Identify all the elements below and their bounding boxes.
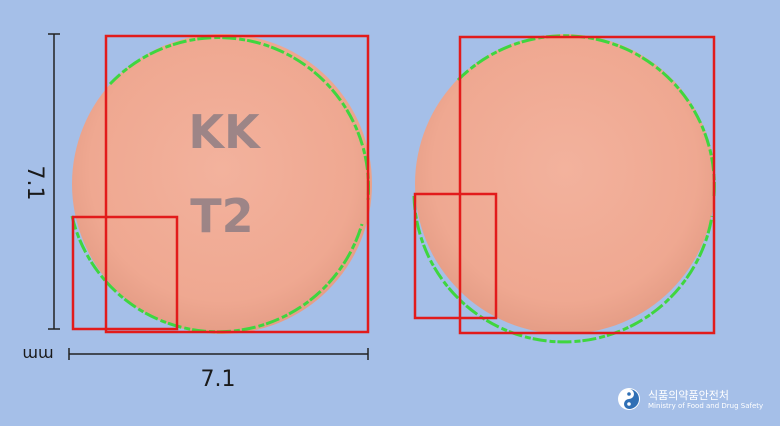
logo-english-text: Ministry of Food and Drug Safety [648,402,764,410]
left-pill-bounding-box [104,34,370,334]
right-pill-corner-box [413,192,498,320]
left-pill-corner-box [71,215,179,331]
pill-back-body [415,34,715,334]
detection-boxes [71,34,716,335]
right-pill-contour-top [456,34,716,197]
pill-front-body [72,34,372,334]
contour-overlay [70,34,716,344]
pill-back [415,34,715,334]
pill-imprint-line2: T2 [190,189,253,243]
height-dimension [48,33,60,330]
width-label: 7.1 [201,367,236,392]
height-label: 7.1 [22,166,47,201]
pill-imprint-line1: KK [188,105,262,159]
logo-korean-text: 식품의약품안전처 [648,389,729,402]
mfds-logo: 식품의약품안전처 Ministry of Food and Drug Safet… [618,386,768,416]
pill-front: KK T2 [72,34,372,334]
mfds-emblem-icon [618,388,640,410]
right-pill-bounding-box [458,35,716,335]
left-pill-contour-top [108,36,370,201]
right-pill-contour-bottom [412,195,714,344]
unit-label: mm [22,345,53,364]
width-dimension [68,348,369,360]
